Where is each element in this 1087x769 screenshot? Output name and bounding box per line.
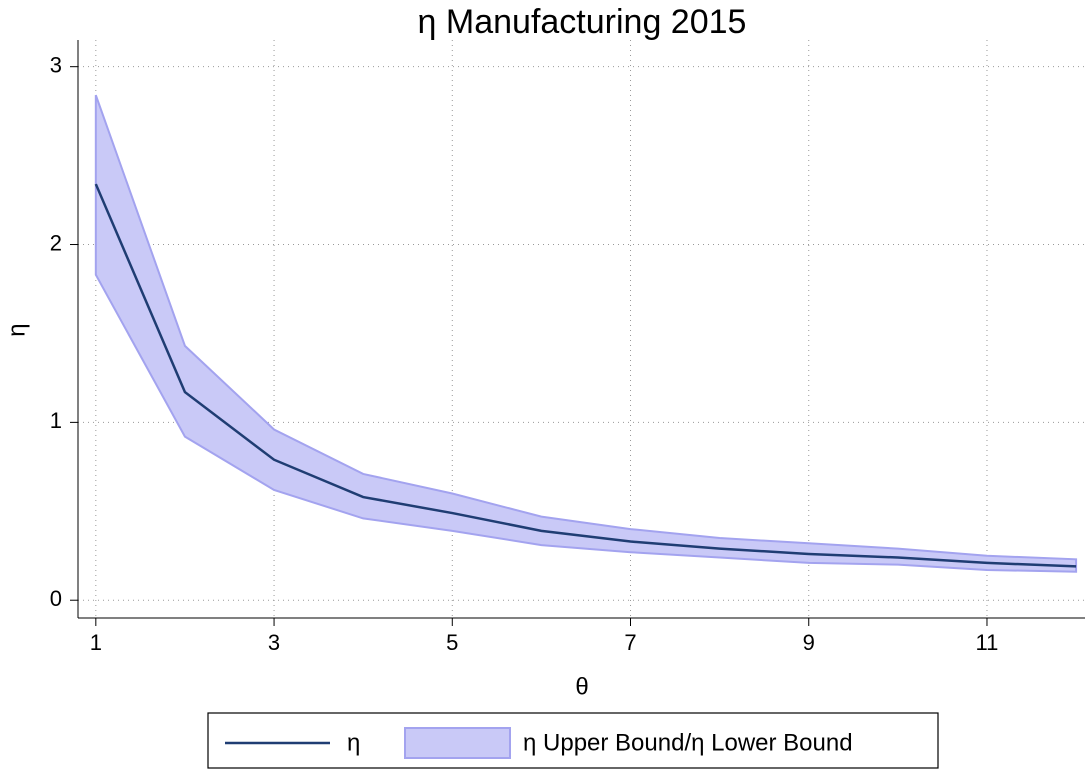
x-tick-label: 3 — [268, 630, 280, 655]
x-tick-label: 7 — [624, 630, 636, 655]
legend-label: η — [347, 729, 360, 756]
legend-box — [207, 712, 939, 769]
x-tick-label: 1 — [90, 630, 102, 655]
y-axis-label: η — [3, 323, 30, 336]
y-tick-label: 1 — [50, 408, 62, 433]
chart-title: η Manufacturing 2015 — [418, 3, 747, 41]
x-tick-label: 5 — [446, 630, 458, 655]
x-tick-label: 9 — [803, 630, 815, 655]
legend-swatch-band — [404, 727, 511, 759]
x-tick-label: 11 — [976, 630, 999, 655]
x-axis-label: θ — [575, 673, 588, 700]
legend-label: η Upper Bound/η Lower Bound — [523, 729, 853, 756]
y-tick-label: 3 — [50, 52, 62, 77]
y-tick-label: 0 — [50, 586, 62, 611]
confidence-band — [94, 94, 1078, 573]
y-tick-label: 2 — [50, 230, 62, 255]
line — [94, 183, 1077, 568]
